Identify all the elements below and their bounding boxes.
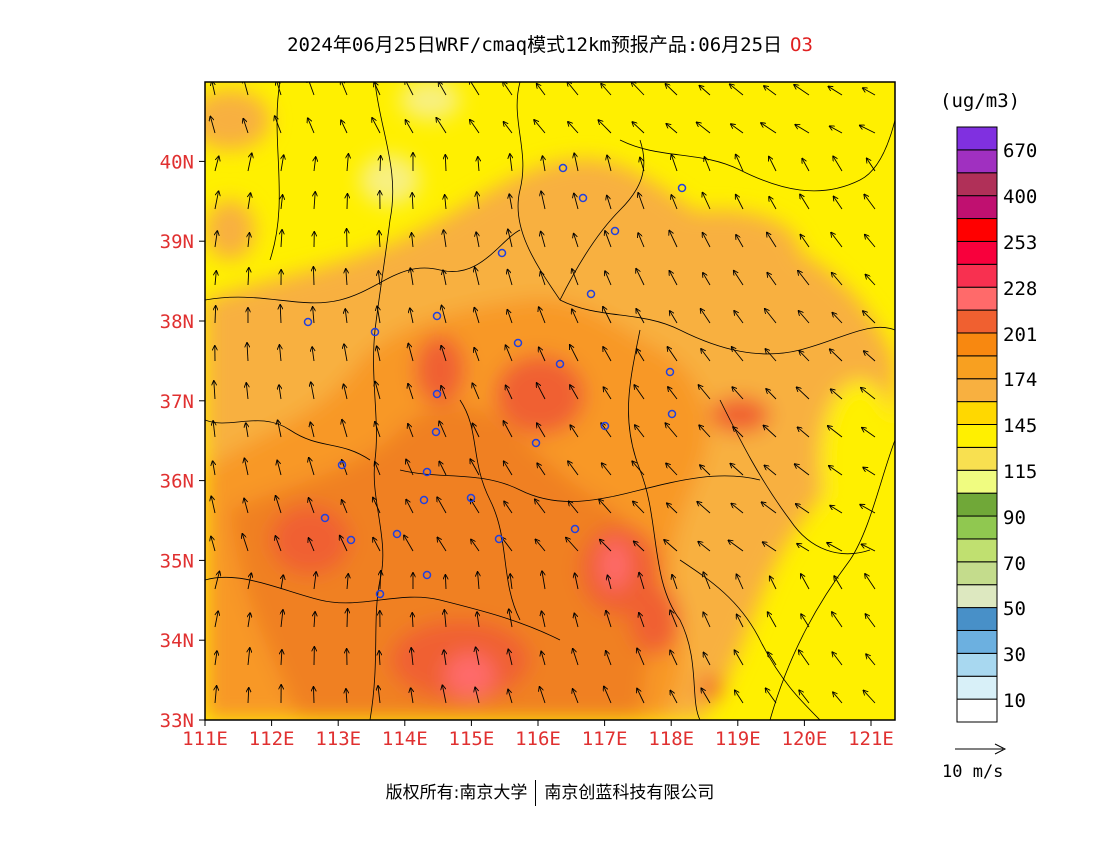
colorbar-swatch (956, 652, 998, 677)
map-title-text: 2024年06月25日WRF/cmaq模式12km预报产品:06月25日 (287, 34, 783, 56)
colorbar-swatch (956, 332, 998, 357)
colorbar-swatch (956, 401, 998, 426)
colorbar-label: 50 (1003, 598, 1026, 621)
colorbar (956, 126, 998, 723)
lat-tick-label: 33N (160, 710, 194, 732)
lon-tick-label: 120E (782, 728, 828, 750)
colorbar-swatch (956, 607, 998, 631)
lon-tick-label: 119E (715, 728, 761, 750)
colorbar-swatch (956, 286, 998, 311)
colorbar-swatch (956, 538, 998, 563)
lat-tick-label: 40N (160, 151, 194, 173)
colorbar-label: 30 (1003, 644, 1026, 667)
colorbar-label: 174 (1003, 369, 1038, 392)
colorbar-swatch (956, 355, 998, 380)
colorbar-label: 201 (1003, 323, 1038, 346)
wind-scale-label: 10 m/s (942, 762, 1004, 782)
lon-tick-label: 118E (648, 728, 694, 750)
colorbar-swatch (956, 469, 998, 494)
lat-tick-label: 34N (160, 630, 194, 652)
colorbar-swatch (956, 492, 998, 517)
colorbar-label: 670 (1003, 140, 1038, 163)
lat-tick-label: 39N (160, 231, 194, 253)
footer-separator (535, 780, 537, 806)
lon-tick-label: 115E (449, 728, 495, 750)
company-name: 南京创蓝科技有限公司 (544, 783, 715, 803)
colorbar-label: 253 (1003, 232, 1038, 254)
lat-tick-label: 37N (160, 391, 194, 413)
colorbar-swatch (956, 309, 998, 334)
ozone-concentration-field (205, 82, 895, 720)
colorbar-units: (ug/m3) (940, 90, 1021, 112)
colorbar-swatch (956, 126, 998, 151)
colorbar-swatch (956, 584, 998, 609)
pollutant-label: O3 (790, 34, 813, 56)
colorbar-label: 10 (1003, 690, 1026, 712)
colorbar-swatch (956, 149, 998, 174)
colorbar-swatch (956, 515, 998, 540)
wind-reference-arrow (955, 743, 1007, 755)
copyright-text: 版权所有:南京大学 (385, 783, 528, 803)
colorbar-swatch (956, 195, 998, 220)
colorbar-label: 70 (1003, 552, 1026, 575)
wind-vectors (210, 82, 876, 704)
colorbar-label: 90 (1003, 506, 1026, 529)
colorbar-swatch (956, 240, 998, 265)
city-markers (303, 163, 687, 599)
lon-tick-label: 112E (249, 728, 295, 750)
colorbar-swatch (956, 263, 998, 288)
colorbar-swatch (956, 698, 998, 723)
lon-tick-label: 116E (515, 728, 561, 750)
colorbar-swatch (956, 561, 998, 586)
lon-tick-label: 121E (848, 728, 894, 750)
colorbar-label: 228 (1003, 277, 1038, 300)
lat-tick-label: 38N (160, 311, 194, 333)
lon-tick-label: 111E (182, 728, 228, 750)
lon-tick-label: 113E (315, 728, 361, 750)
lat-tick-label: 36N (160, 471, 194, 493)
colorbar-swatch (956, 675, 998, 700)
colorbar-swatch (956, 424, 998, 448)
lon-tick-label: 117E (582, 728, 628, 750)
colorbar-label: 400 (1003, 186, 1038, 209)
colorbar-swatch (956, 629, 998, 654)
copyright-footer: 版权所有:南京大学 南京创蓝科技有限公司 (0, 778, 1100, 806)
axis-ticks: 33N 34N 35N 36N 37N 38N 39N 40N 111E 112E 113E 114E… (160, 151, 894, 750)
lat-tick-label: 35N (160, 550, 194, 572)
colorbar-swatch (956, 172, 998, 197)
colorbar-swatch (956, 446, 998, 471)
map-title: 2024年06月25日WRF/cmaq模式12km预报产品:06月25日 O3 (0, 30, 1100, 57)
colorbar-swatch (956, 218, 998, 242)
colorbar-label: 115 (1003, 461, 1038, 483)
lon-tick-label: 114E (382, 728, 428, 750)
colorbar-label: 145 (1003, 415, 1038, 438)
colorbar-swatch (956, 378, 998, 403)
